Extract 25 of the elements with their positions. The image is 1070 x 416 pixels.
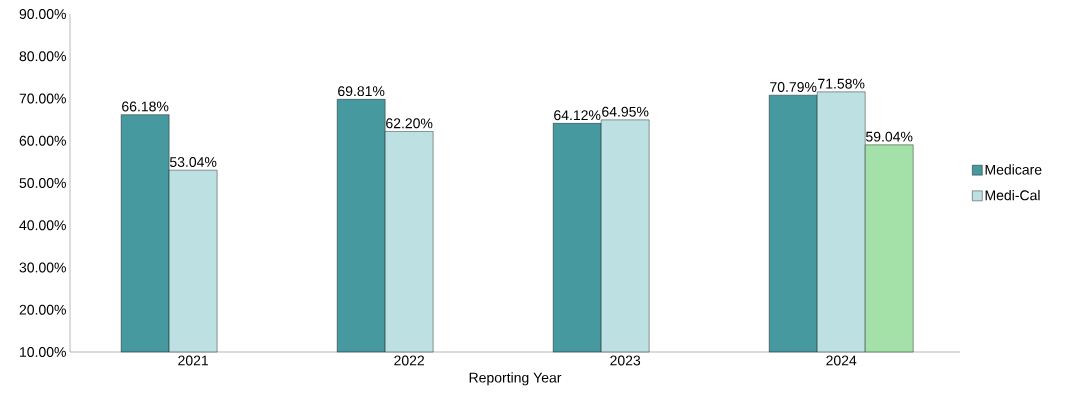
data-label: 59.04% [866, 131, 913, 142]
legend-label: Medicare [985, 164, 1042, 175]
y-tick-label: 80.00% [19, 51, 66, 62]
data-label: 64.12% [554, 110, 601, 121]
data-label: 62.20% [386, 118, 433, 129]
y-tick-label: 90.00% [19, 9, 66, 19]
y-tick-label: 50.00% [19, 178, 66, 188]
data-label: 71.58% [818, 78, 865, 89]
y-tick-label: 60.00% [19, 135, 66, 146]
x-axis-title: Reporting Year [469, 372, 562, 386]
y-tick-label: 70.00% [19, 93, 66, 104]
y-tick-label: 20.00% [19, 304, 66, 315]
legend-label: Medi-Cal [985, 190, 1040, 201]
y-tick-label: 10.00% [20, 347, 66, 357]
x-tick-label: 2023 [610, 355, 641, 366]
y-tick-label: 40.00% [19, 220, 66, 231]
data-label: 53.04% [169, 157, 217, 167]
data-label: 70.79% [770, 82, 817, 92]
data-label: 66.18% [122, 101, 169, 112]
x-tick-label: 2024 [826, 355, 857, 366]
y-tick-label: 30.00% [19, 262, 66, 273]
data-label: 64.95% [602, 106, 649, 117]
x-tick-label: 2021 [178, 355, 209, 366]
data-label: 69.81% [338, 86, 385, 97]
x-tick-label: 2022 [394, 355, 425, 366]
